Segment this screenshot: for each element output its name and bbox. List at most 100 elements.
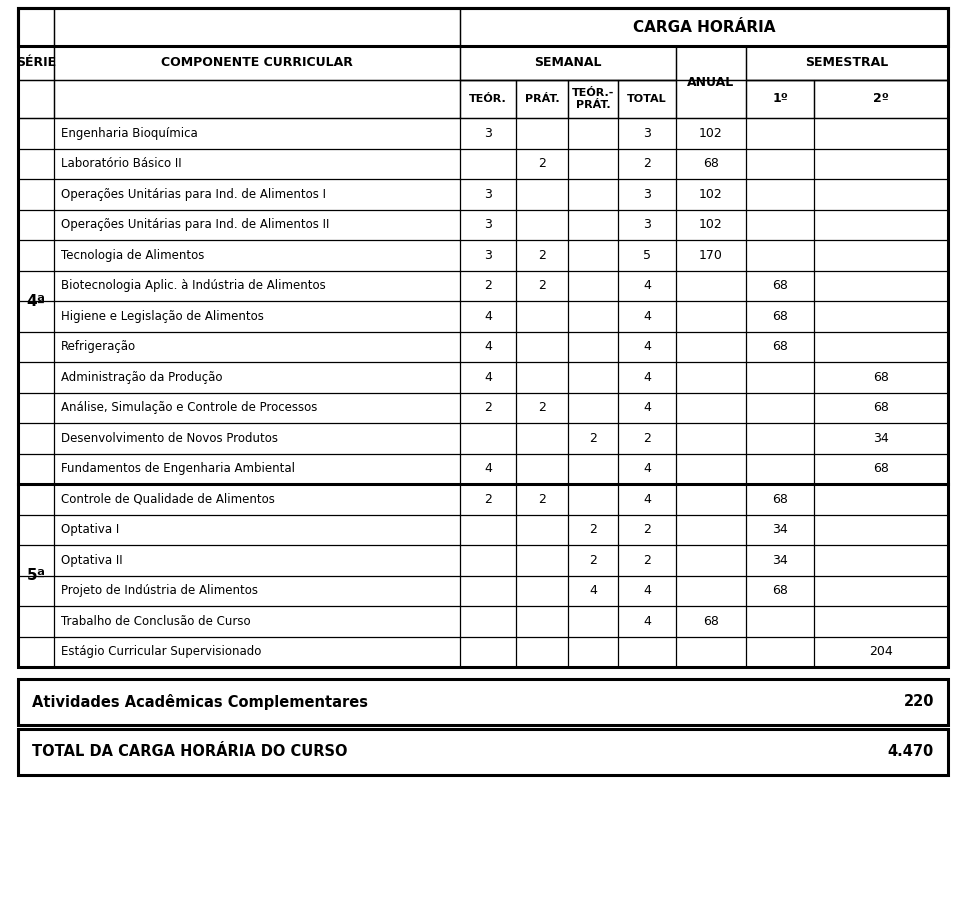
Text: 68: 68 [873,463,889,475]
Text: Optativa I: Optativa I [61,523,119,536]
Text: 4: 4 [643,279,651,292]
Text: CARGA HORÁRIA: CARGA HORÁRIA [633,19,776,34]
Text: 68: 68 [772,584,788,597]
Text: Projeto de Indústria de Alimentos: Projeto de Indústria de Alimentos [61,584,258,597]
Text: 3: 3 [484,188,492,200]
Text: Biotecnologia Aplic. à Indústria de Alimentos: Biotecnologia Aplic. à Indústria de Alim… [61,279,325,292]
Text: 4: 4 [643,493,651,506]
Bar [18,8,948,46]
Text: SEMANAL: SEMANAL [535,56,602,70]
Text: 4: 4 [643,401,651,414]
Text: Controle de Qualidade de Alimentos: Controle de Qualidade de Alimentos [61,493,275,506]
Text: 3: 3 [643,219,651,231]
Text: SEMESTRAL: SEMESTRAL [805,56,889,70]
Text: 2: 2 [643,554,651,567]
Bar [54,8,460,118]
Bar [18,679,948,725]
Text: 4: 4 [484,463,492,475]
Text: 102: 102 [699,219,723,231]
Text: 68: 68 [703,615,719,628]
Bar [460,46,676,80]
Text: 68: 68 [772,279,788,292]
Text: 34: 34 [772,554,788,567]
Bar [18,80,948,118]
Text: 5ª: 5ª [27,568,45,583]
Text: 2: 2 [643,157,651,171]
Text: 2: 2 [484,401,492,414]
Text: 34: 34 [874,432,889,444]
Bar [676,46,746,118]
Text: ANUAL: ANUAL [687,75,734,89]
Text: 68: 68 [873,401,889,414]
Text: Atividades Acadêmicas Complementares: Atividades Acadêmicas Complementares [32,694,368,710]
Text: Trabalho de Conclusão de Curso: Trabalho de Conclusão de Curso [61,615,251,628]
Text: TEÓR.-
PRÁT.: TEÓR.- PRÁT. [572,88,614,110]
Text: 4: 4 [643,340,651,353]
Text: 102: 102 [699,188,723,200]
Text: COMPONENTE CURRICULAR: COMPONENTE CURRICULAR [161,56,353,70]
Bar [746,46,948,80]
Text: 2: 2 [538,401,546,414]
Bar [460,8,948,46]
Text: 34: 34 [772,523,788,536]
Bar [18,46,948,80]
Text: 2: 2 [538,249,546,262]
Text: 5: 5 [643,249,651,262]
Text: 2: 2 [589,523,597,536]
Text: 68: 68 [772,340,788,353]
Text: 2: 2 [484,493,492,506]
Text: Estágio Curricular Supervisionado: Estágio Curricular Supervisionado [61,645,261,658]
Bar [618,80,676,118]
Text: 4: 4 [643,615,651,628]
Text: 4: 4 [589,584,597,597]
Text: Engenharia Bioquímica: Engenharia Bioquímica [61,127,198,140]
Text: 3: 3 [643,188,651,200]
Text: 2: 2 [538,279,546,292]
Text: 2: 2 [538,157,546,171]
Text: 4.470: 4.470 [888,745,934,759]
Text: Optativa II: Optativa II [61,554,123,567]
Text: Laboratório Básico II: Laboratório Básico II [61,157,181,171]
Text: 3: 3 [484,249,492,262]
Text: 68: 68 [703,157,719,171]
Text: 220: 220 [903,695,934,709]
Bar [18,729,948,775]
Text: Operações Unitárias para Ind. de Alimentos II: Operações Unitárias para Ind. de Aliment… [61,219,329,231]
Text: PRÁT.: PRÁT. [525,94,560,104]
Text: TOTAL DA CARGA HORÁRIA DO CURSO: TOTAL DA CARGA HORÁRIA DO CURSO [32,745,348,759]
Bar [18,8,54,118]
Text: 4: 4 [643,310,651,323]
Text: 3: 3 [643,127,651,140]
Text: 3: 3 [484,127,492,140]
Bar [814,80,948,118]
Text: 2: 2 [643,523,651,536]
Text: 68: 68 [772,493,788,506]
Text: TEÓR.: TEÓR. [469,94,507,104]
Text: 3: 3 [484,219,492,231]
Text: 2: 2 [538,493,546,506]
Text: 102: 102 [699,127,723,140]
Text: 4: 4 [484,310,492,323]
Text: 170: 170 [699,249,723,262]
Text: 4: 4 [484,371,492,384]
Text: Análise, Simulação e Controle de Processos: Análise, Simulação e Controle de Process… [61,401,318,414]
Text: Tecnologia de Alimentos: Tecnologia de Alimentos [61,249,204,262]
Text: 4ª: 4ª [27,294,45,308]
Text: SÉRIE: SÉRIE [16,56,56,70]
Text: 4: 4 [643,371,651,384]
Bar [746,80,814,118]
Text: Fundamentos de Engenharia Ambiental: Fundamentos de Engenharia Ambiental [61,463,295,475]
Text: 2: 2 [589,432,597,444]
Text: Higiene e Legislação de Alimentos: Higiene e Legislação de Alimentos [61,310,264,323]
Text: 68: 68 [772,310,788,323]
Text: 2º: 2º [873,93,889,105]
Text: 2: 2 [589,554,597,567]
Text: 4: 4 [484,340,492,353]
Text: 204: 204 [869,645,893,658]
Text: TOTAL: TOTAL [627,94,667,104]
Text: Operações Unitárias para Ind. de Alimentos I: Operações Unitárias para Ind. de Aliment… [61,188,326,200]
Text: 4: 4 [643,463,651,475]
Text: 4: 4 [643,584,651,597]
Text: 2: 2 [643,432,651,444]
Text: Refrigeração: Refrigeração [61,340,136,353]
